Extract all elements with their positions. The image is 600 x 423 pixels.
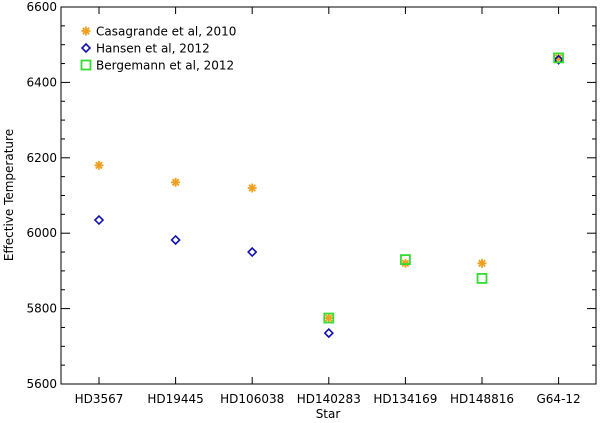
- legend-label: Hansen et al, 2012: [96, 42, 210, 56]
- data-marks: [93, 52, 564, 339]
- y-axis-title: Effective Temperature: [2, 129, 16, 261]
- y-tick-label: 6000: [26, 226, 57, 240]
- y-tick-label: 5600: [26, 377, 57, 391]
- legend-label: Casagrande et al, 2010: [96, 25, 236, 39]
- x-tick-label: HD148816: [450, 392, 514, 406]
- legend-marker-asterisk: [81, 26, 91, 36]
- y-tick-label: 5800: [26, 302, 57, 316]
- x-tick-label: HD140283: [297, 392, 361, 406]
- y-tick-label: 6200: [26, 151, 57, 165]
- data-point-diamond: [247, 246, 258, 258]
- data-point-diamond: [93, 214, 105, 226]
- x-tick-label: HD134169: [373, 392, 437, 406]
- data-point-asterisk: [94, 160, 104, 170]
- data-point-square: [553, 52, 564, 64]
- legend-label: Bergemann et al, 2012: [96, 59, 234, 73]
- x-axis-title: Star: [316, 407, 341, 421]
- data-point-diamond: [323, 327, 334, 339]
- x-tick-label: HD3567: [75, 392, 124, 406]
- y-ticks: 5600 5800 6000 6200 6400 6600: [26, 0, 596, 391]
- data-point-square: [476, 273, 488, 284]
- x-tick-label: HD106038: [220, 392, 284, 406]
- data-point-asterisk: [247, 183, 257, 193]
- legend-marker-square: [80, 59, 92, 71]
- y-tick-label: 6400: [26, 75, 57, 89]
- legend-marker-diamond: [80, 42, 92, 54]
- x-tick-label: G64-12: [537, 392, 581, 406]
- x-ticks: HD3567 HD19445 HD106038 HD140283 HD134169 HD1…: [75, 7, 581, 406]
- data-point-asterisk: [324, 313, 334, 323]
- data-point-diamond: [553, 54, 564, 65]
- x-tick-label: HD19445: [147, 392, 203, 406]
- data-point-square: [399, 254, 411, 265]
- y-tick-label: 6600: [26, 0, 57, 14]
- data-point-asterisk: [171, 177, 181, 187]
- legend: Casagrande et al, 2010 Hansen et al, 2012…: [80, 25, 236, 73]
- data-point-square: [323, 312, 335, 324]
- data-point-diamond: [170, 234, 181, 246]
- data-point-asterisk: [477, 258, 487, 268]
